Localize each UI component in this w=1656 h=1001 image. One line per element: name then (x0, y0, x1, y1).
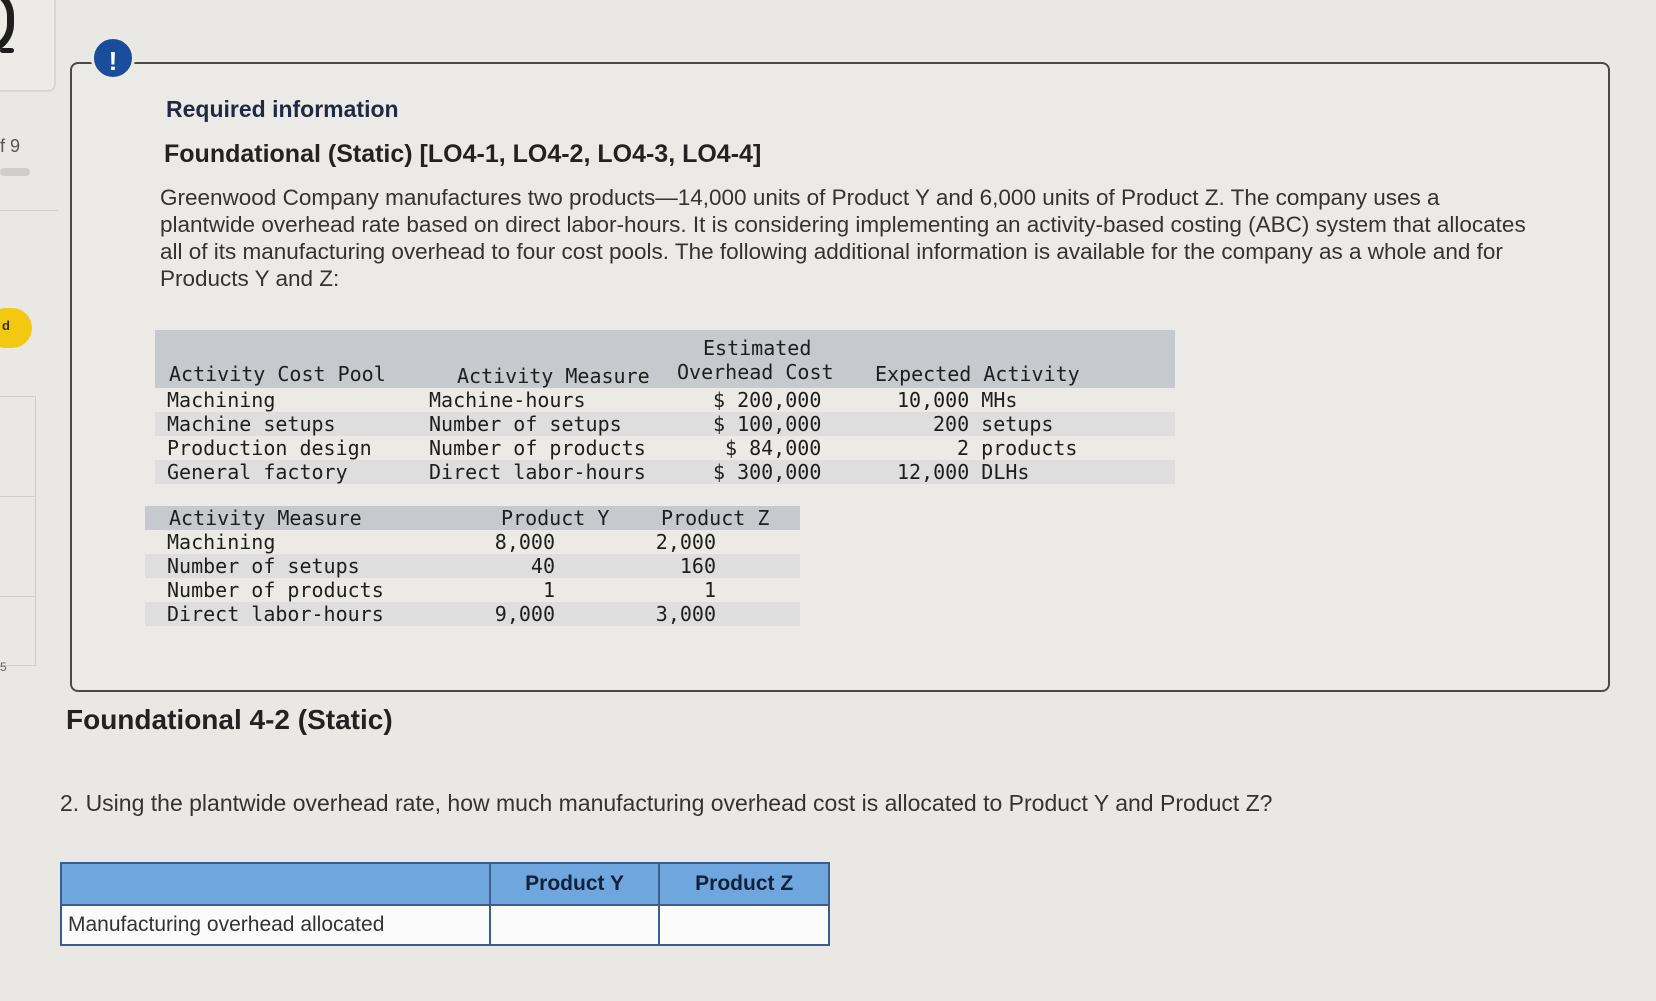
table-row: Machining 8,000 2,000 (145, 530, 800, 554)
cell-measure: Machine-hours (429, 388, 586, 412)
cell-pool: General factory (167, 460, 348, 484)
alert-icon: ! (91, 36, 135, 80)
header-pool: Activity Cost Pool (169, 362, 386, 386)
cell-pool: Machine setups (167, 412, 336, 436)
progress-pill (0, 168, 30, 176)
sidebar-question-list (0, 396, 36, 666)
table-row: Machining Machine-hours $ 200,000 10,000… (155, 388, 1175, 412)
cell-product-y: 40 (530, 554, 555, 578)
page-indicator: f 9 (0, 136, 21, 156)
cell-product-y: 9,000 (494, 602, 555, 626)
table-header: Activity Cost Pool Activity Measure Esti… (155, 330, 1175, 388)
progress-dash (0, 48, 14, 53)
answer-table-header: Product Y Product Z (60, 862, 830, 906)
product-activity-table: Activity Measure Product Y Product Z Mac… (145, 506, 800, 626)
product-y-input[interactable] (496, 907, 659, 943)
cell-cost: $ 200,000 (713, 388, 822, 412)
cell-product-y: 8,000 (494, 530, 555, 554)
product-z-input[interactable] (666, 907, 828, 943)
cell-product-z: 3,000 (655, 602, 716, 626)
intro-paragraph: Greenwood Company manufactures two produ… (160, 185, 1526, 291)
cell-measure: Number of products (429, 436, 646, 460)
product-z-cell (658, 904, 830, 946)
header-product-y: Product Y (501, 506, 610, 530)
cost-pool-table: Activity Cost Pool Activity Measure Esti… (155, 330, 1175, 484)
section-title: Foundational 4-2 (Static) (66, 704, 393, 735)
cell-expected: 12,000 DLHs (897, 460, 1030, 484)
cell-expected: 200 setups (933, 412, 1054, 436)
cell-measure: Number of setups (167, 554, 360, 578)
cell-pool: Machining (167, 388, 276, 412)
sidebar-question-item[interactable] (0, 497, 35, 597)
answer-row: Manufacturing overhead allocated (60, 904, 830, 946)
table-row: Production design Number of products $ 8… (155, 436, 1175, 460)
sidebar-mark: 5 (0, 660, 7, 674)
header-expected: Expected Activity (875, 362, 1080, 386)
cell-measure: Number of products (167, 578, 384, 602)
sidebar: f 9 d 5 (0, 0, 62, 1001)
table-row: Machine setups Number of setups $ 100,00… (155, 412, 1175, 436)
cell-pool: Production design (167, 436, 372, 460)
row-label: Manufacturing overhead allocated (60, 904, 491, 946)
header-product-z: Product Z (658, 862, 830, 906)
answer-table: Product Y Product Z Manufacturing overhe… (60, 862, 830, 946)
cell-expected: 2 products (957, 436, 1078, 460)
cell-measure: Number of setups (429, 412, 622, 436)
cell-measure: Direct labor-hours (429, 460, 646, 484)
cell-expected: 10,000 MHs (897, 388, 1018, 412)
table-header: Activity Measure Product Y Product Z (145, 506, 800, 530)
table-row: Number of setups 40 160 (145, 554, 800, 578)
header-measure: Activity Measure (457, 364, 650, 388)
cell-cost: $ 100,000 (713, 412, 822, 436)
header-measure: Activity Measure (169, 506, 362, 530)
question-text: 2. Using the plantwide overhead rate, ho… (60, 790, 1273, 816)
header-cost-line1: Estimated (703, 336, 812, 360)
cell-measure: Direct labor-hours (167, 602, 384, 626)
sidebar-divider (0, 210, 58, 211)
cell-product-y: 1 (542, 578, 555, 602)
required-info-label: Required information (166, 96, 399, 122)
cell-product-z: 1 (703, 578, 716, 602)
table-row: General factory Direct labor-hours $ 300… (155, 460, 1175, 484)
header-product-z: Product Z (661, 506, 770, 530)
product-y-cell (488, 904, 661, 946)
header-product-y: Product Y (488, 862, 661, 906)
cell-cost: $ 84,000 (725, 436, 822, 460)
cell-product-z: 160 (679, 554, 716, 578)
header-cost-line2: Overhead Cost (677, 360, 834, 384)
sidebar-question-item[interactable] (0, 397, 35, 497)
table-row: Direct labor-hours 9,000 3,000 (145, 602, 800, 626)
cell-product-z: 2,000 (655, 530, 716, 554)
table-row: Number of products 1 1 (145, 578, 800, 602)
cell-measure: Machining (167, 530, 276, 554)
panel-title: Foundational (Static) [LO4-1, LO4-2, LO4… (164, 140, 762, 168)
status-badge[interactable]: d (0, 308, 32, 348)
header-blank (60, 862, 491, 906)
cell-cost: $ 300,000 (713, 460, 822, 484)
